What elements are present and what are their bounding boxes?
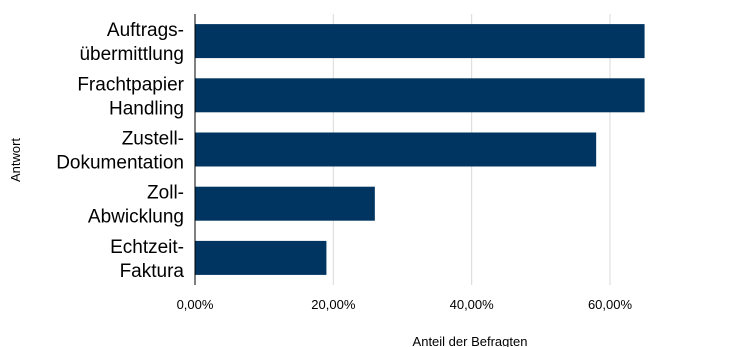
y-axis-title: Antwort xyxy=(8,138,23,182)
bar xyxy=(195,186,375,221)
category-label: Auftrags-übermittlung xyxy=(79,20,184,65)
bar xyxy=(195,132,597,167)
x-tick-label: 0,00% xyxy=(177,297,214,312)
bar xyxy=(195,24,645,59)
category-label: Frachtpapier Handling xyxy=(77,74,184,119)
category-label: Echtzeit-Faktura xyxy=(110,237,184,282)
x-tick-label: 20,00% xyxy=(311,297,356,312)
x-tick-label: 60,00% xyxy=(588,297,633,312)
category-labels: Auftrags-übermittlung Frachtpapier Handlin… xyxy=(56,20,184,282)
bars xyxy=(195,24,645,275)
bar xyxy=(195,78,645,113)
x-tick-labels: 0,00% 20,00% 40,00% 60,00% xyxy=(177,297,633,312)
category-label: Zustell-Dokumentation xyxy=(56,129,184,174)
x-axis-title: Anteil der Befragten xyxy=(413,334,528,347)
x-tick-label: 40,00% xyxy=(450,297,495,312)
category-label: Zoll-Abwicklung xyxy=(88,183,184,228)
bar xyxy=(195,240,327,275)
